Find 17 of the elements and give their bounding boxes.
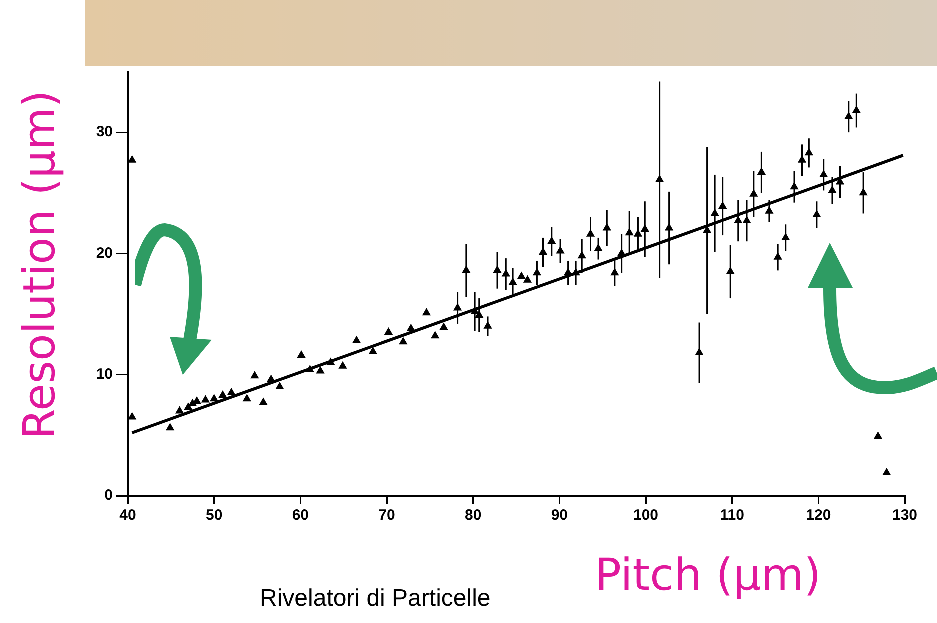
- x-tick-label: 60: [292, 507, 310, 524]
- x-tick-label: 110: [720, 507, 744, 524]
- x-tick-label: 120: [806, 507, 832, 524]
- y-tick-label: 30: [96, 124, 113, 141]
- x-axis-title: Pitch (μm): [595, 550, 822, 601]
- y-tick-label: 0: [104, 487, 113, 504]
- x-tick-label: 130: [892, 507, 918, 524]
- text: Rivelatori di Particelle: [260, 585, 491, 613]
- y-tick-label: 20: [96, 244, 113, 262]
- x-tick-label: 50: [206, 507, 223, 524]
- x-tick-label: 40: [120, 507, 136, 524]
- y-tick-label: 10: [96, 366, 113, 383]
- y-axis-title: Resolution (μm): [14, 90, 66, 440]
- x-tick-label: 70: [378, 507, 396, 524]
- x-tick-label: 100: [633, 507, 659, 524]
- x-tick-label: 80: [464, 507, 482, 524]
- x-tick-label: 90: [551, 507, 568, 524]
